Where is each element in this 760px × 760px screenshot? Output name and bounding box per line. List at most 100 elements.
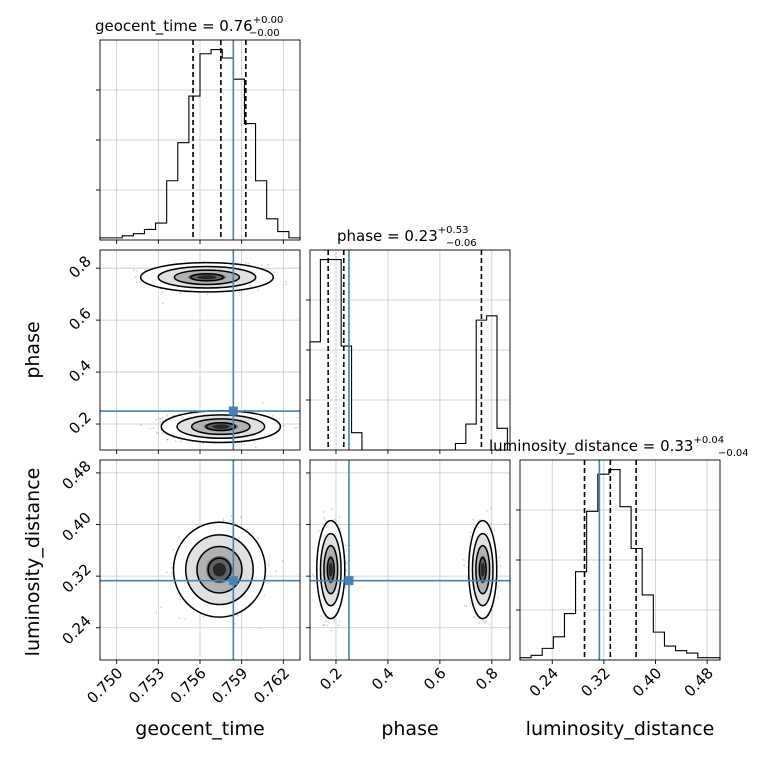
hist-panel-geocent-time <box>96 39 301 244</box>
xlabel-geocent-time: geocent_time <box>135 718 264 740</box>
sample-point <box>152 427 155 429</box>
sample-point <box>284 280 287 283</box>
x-tick-label: 0.756 <box>167 664 210 707</box>
sample-point <box>272 414 274 417</box>
sample-point <box>179 598 182 601</box>
sample-point <box>339 528 342 530</box>
sample-point <box>140 424 142 426</box>
panel-frame <box>99 249 301 451</box>
sample-point <box>323 511 325 513</box>
sample-point <box>246 528 249 531</box>
sample-point <box>330 508 333 511</box>
sample-point <box>345 587 347 590</box>
sample-point <box>262 402 264 405</box>
x-tick-label: 0.32 <box>577 664 613 700</box>
sample-point <box>469 602 472 605</box>
sample-point <box>166 438 169 441</box>
sample-point <box>493 529 496 532</box>
density-shade <box>212 424 230 429</box>
sample-point <box>296 426 299 429</box>
sample-point <box>334 618 336 621</box>
sample-point <box>472 518 475 521</box>
density-contour <box>205 421 237 432</box>
sample-point <box>325 620 328 623</box>
sample-point <box>337 624 340 627</box>
sample-point <box>482 619 485 622</box>
sample-point <box>161 290 164 293</box>
sample-point <box>170 566 173 569</box>
sample-point <box>320 614 323 617</box>
title-luminosity-distance: luminosity_distance = 0.33+0.04 −0.04 <box>489 435 749 459</box>
sample-point <box>179 440 182 443</box>
sample-point <box>239 516 242 519</box>
sample-point <box>498 556 501 559</box>
sample-point <box>330 629 333 632</box>
truth-marker <box>228 406 238 416</box>
y-tick-label: 0.24 <box>58 612 94 648</box>
sample-point <box>488 623 491 626</box>
sample-point <box>155 431 158 434</box>
sample-point <box>325 624 328 627</box>
sample-point <box>222 517 225 520</box>
x-tick-label: 0.759 <box>208 664 251 707</box>
title-phase: phase = 0.23+0.53 −0.06 <box>337 225 477 249</box>
plot-area <box>132 260 299 454</box>
sample-point <box>207 452 209 454</box>
sample-point <box>484 620 487 623</box>
density-contour <box>157 265 257 289</box>
sample-point <box>497 596 499 599</box>
sample-point <box>324 519 327 521</box>
sample-point <box>161 432 164 435</box>
sample-point <box>466 577 469 579</box>
sample-point <box>497 586 500 589</box>
density-contour <box>176 414 266 440</box>
sample-point <box>184 618 187 621</box>
sample-point <box>157 432 160 435</box>
sample-point <box>202 442 205 445</box>
sample-point <box>132 269 135 272</box>
sample-point <box>333 620 336 623</box>
truth-marker <box>344 576 354 586</box>
y-tick-label: 0.4 <box>65 356 95 386</box>
sample-point <box>174 440 177 442</box>
sample-point <box>179 292 182 294</box>
sample-point <box>465 605 468 608</box>
sample-point <box>333 518 336 521</box>
sample-point <box>322 624 325 627</box>
sample-point <box>317 529 320 532</box>
sample-point <box>267 263 270 266</box>
x-tick-label: 0.24 <box>526 664 562 700</box>
xlabel-luminosity-distance: luminosity_distance <box>526 718 715 740</box>
panel-frame <box>309 459 511 661</box>
sample-point <box>261 264 263 266</box>
sample-point <box>149 427 152 430</box>
sample-point <box>281 560 284 562</box>
sample-point <box>230 514 233 517</box>
sample-point <box>296 416 299 419</box>
sample-point <box>259 627 262 630</box>
y-tick-label: 0.8 <box>65 252 95 282</box>
plot-area <box>311 507 506 632</box>
sample-point <box>338 516 341 519</box>
sample-point <box>244 261 247 264</box>
histogram-step <box>99 48 301 240</box>
x-tick-label: 0.2 <box>316 664 346 694</box>
density-contour <box>467 519 498 620</box>
density-contour <box>326 556 335 583</box>
sample-point <box>161 416 164 419</box>
density-contour <box>190 418 251 436</box>
sample-point <box>322 516 325 519</box>
density-shade <box>328 562 333 577</box>
density-contour <box>189 272 224 282</box>
sample-point <box>247 262 250 265</box>
sample-point <box>234 622 236 625</box>
sample-point <box>463 604 466 607</box>
sample-point <box>155 611 158 614</box>
sample-point <box>135 281 138 284</box>
sample-point <box>500 565 502 567</box>
sample-point <box>489 507 492 510</box>
sample-point <box>489 522 492 525</box>
sample-point <box>472 615 475 618</box>
density-contour <box>471 532 494 607</box>
